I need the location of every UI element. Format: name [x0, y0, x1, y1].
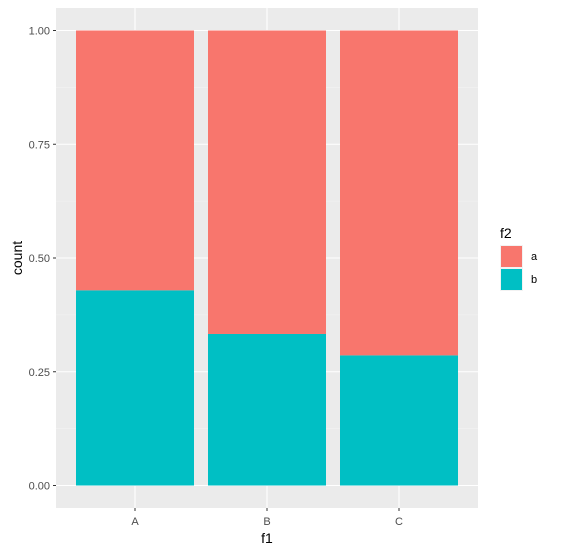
- bar-C-a: [340, 30, 458, 356]
- bar-B-a: [208, 30, 326, 334]
- legend-key-a: [501, 246, 522, 267]
- bar-C-b: [340, 355, 458, 486]
- legend-label-b: b: [531, 274, 537, 286]
- x-tick-label: A: [131, 516, 139, 528]
- bars: [76, 30, 458, 486]
- legend-title: f2: [500, 225, 512, 241]
- bar-A-b: [76, 290, 194, 486]
- y-axis: 0.00 0.25 0.50 0.75 1.00: [29, 26, 56, 493]
- y-axis-title: count: [9, 241, 25, 275]
- y-tick-label: 0.25: [29, 367, 50, 379]
- y-tick-label: 0.50: [29, 253, 50, 265]
- y-tick-label: 0.00: [29, 481, 50, 493]
- bar-A-a: [76, 30, 194, 291]
- x-tick-label: C: [395, 516, 403, 528]
- y-tick-label: 1.00: [29, 26, 50, 38]
- legend: f2 ab: [500, 225, 538, 291]
- x-axis-title: f1: [261, 530, 273, 546]
- x-axis: A B C: [131, 508, 403, 528]
- y-tick-label: 0.75: [29, 139, 50, 151]
- bar-B-b: [208, 333, 326, 486]
- legend-label-a: a: [531, 251, 538, 263]
- legend-key-b: [501, 269, 522, 290]
- x-tick-label: B: [263, 516, 270, 528]
